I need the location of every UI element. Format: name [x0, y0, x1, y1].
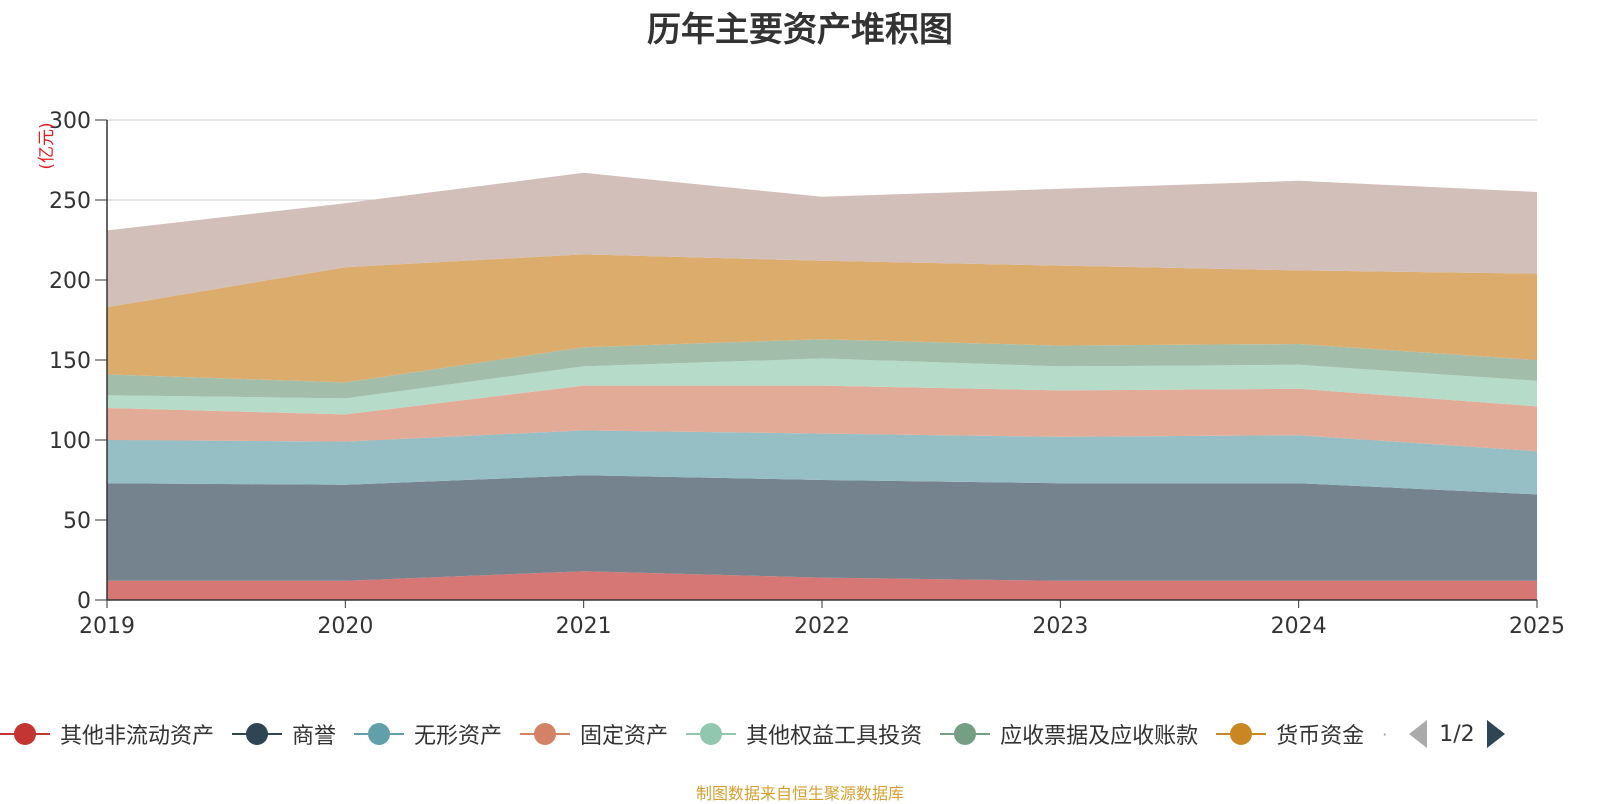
- legend-page-indicator: 1/2: [1439, 721, 1475, 747]
- legend-item-5[interactable]: 应收票据及应收账款: [940, 718, 1198, 750]
- y-tick-label: 150: [49, 349, 91, 374]
- legend-prev-page-icon[interactable]: [1409, 720, 1428, 748]
- legend-marker-icon: [520, 722, 571, 746]
- legend: 其他非流动资产 商誉 无形资产 固定资产 其他权益工具投资 应收票据及应收账款 货币资金 ·…: [0, 714, 1600, 754]
- y-tick-label: 100: [49, 429, 91, 454]
- series-area-4[interactable]: [107, 358, 1537, 415]
- y-axis-unit-label: (亿元): [37, 122, 57, 169]
- series-area-7[interactable]: [107, 172, 1537, 308]
- y-tick-label: 0: [77, 589, 91, 614]
- series-area-5[interactable]: [107, 339, 1537, 399]
- series-area-0[interactable]: [107, 571, 1537, 600]
- legend-marker-icon: [940, 722, 991, 746]
- legend-label: 固定资产: [580, 724, 669, 749]
- legend-item-4[interactable]: 其他权益工具投资: [686, 718, 922, 750]
- legend-item-1[interactable]: 商誉: [232, 718, 336, 750]
- legend-label: 其他非流动资产: [60, 724, 215, 749]
- x-tick-label: 2023: [1032, 614, 1088, 639]
- legend-item-6[interactable]: 货币资金: [1216, 718, 1364, 750]
- source-footer: 制图数据来自恒生聚源数据库: [695, 784, 904, 803]
- legend-item-3[interactable]: 固定资产: [520, 718, 668, 750]
- series-area-6[interactable]: [107, 254, 1537, 383]
- x-tick-label: 2025: [1509, 614, 1565, 639]
- legend-label: 货币资金: [1276, 724, 1365, 749]
- legend-label: 应收票据及应收账款: [1000, 724, 1199, 749]
- legend-marker-icon: [1216, 722, 1267, 746]
- x-tick-label: 2021: [556, 614, 612, 639]
- y-tick-label: 200: [49, 269, 91, 294]
- legend-marker-icon: [232, 722, 283, 746]
- x-tick-label: 2024: [1271, 614, 1327, 639]
- series-area-2[interactable]: [107, 430, 1537, 495]
- legend-label: 其他权益工具投资: [746, 724, 923, 749]
- legend-next-page-icon[interactable]: [1486, 720, 1505, 748]
- y-tick-label: 300: [49, 109, 91, 134]
- legend-ellipsis: ·: [1382, 724, 1388, 744]
- axes: 0 50 100 150 200 250 300 2019 2020 2021 2022 2023 20…: [49, 109, 1565, 639]
- x-tick-label: 2019: [79, 614, 135, 639]
- x-tick-label: 2020: [317, 614, 373, 639]
- legend-label: 商誉: [292, 724, 337, 749]
- y-tick-label: 250: [49, 189, 91, 214]
- chart-title: 历年主要资产堆积图: [647, 10, 953, 50]
- legend-item-0[interactable]: 其他非流动资产: [0, 718, 214, 750]
- series-areas: [107, 172, 1537, 600]
- legend-marker-icon: [0, 722, 50, 746]
- y-tick-label: 50: [63, 509, 91, 534]
- legend-marker-icon: [686, 722, 737, 746]
- legend-item-2[interactable]: 无形资产: [354, 718, 502, 750]
- legend-marker-icon: [354, 722, 405, 746]
- legend-label: 无形资产: [414, 724, 503, 749]
- x-tick-label: 2022: [794, 614, 850, 639]
- series-area-3[interactable]: [107, 385, 1537, 452]
- series-area-1[interactable]: [107, 475, 1537, 581]
